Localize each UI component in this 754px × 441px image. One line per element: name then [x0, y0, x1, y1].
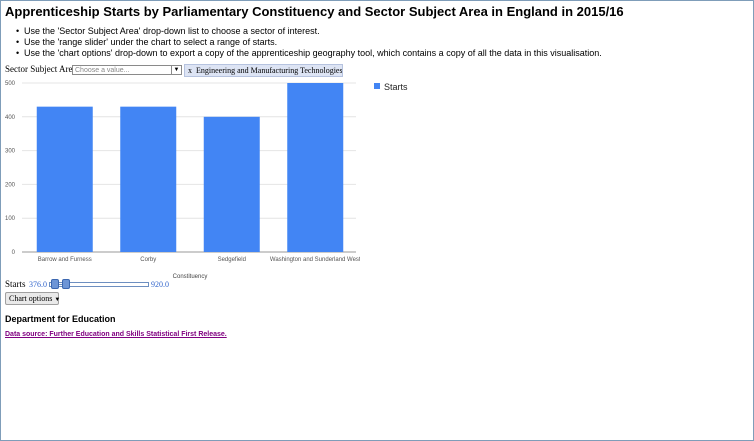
- department-name: Department for Education: [5, 314, 116, 324]
- instruction-item: Use the 'chart options' drop-down to exp…: [16, 48, 602, 59]
- data-source-link[interactable]: Data source: Further Education and Skill…: [5, 331, 227, 338]
- range-slider-track[interactable]: [49, 282, 149, 287]
- x-tick-label: Barrow and Furness: [38, 257, 92, 263]
- selected-sector-label: Engineering and Manufacturing Technologi…: [196, 66, 343, 75]
- chart-bars: [36, 83, 344, 252]
- instruction-item: Use the 'Sector Subject Area' drop-down …: [16, 26, 602, 37]
- range-max-value: 920.0: [151, 280, 169, 289]
- legend-swatch: [374, 83, 380, 89]
- y-tick-label: 500: [5, 81, 16, 87]
- chevron-down-icon[interactable]: ▼: [171, 66, 181, 74]
- sector-select-placeholder: Choose a value...: [75, 67, 130, 74]
- y-tick-label: 400: [5, 115, 16, 121]
- x-tick-label: Corby: [140, 257, 156, 263]
- instruction-list: Use the 'Sector Subject Area' drop-down …: [16, 26, 602, 59]
- sector-select-dropdown[interactable]: Choose a value... ▼: [72, 65, 182, 75]
- range-min-value: 376.0: [29, 280, 47, 289]
- bar-barrow-and-furness[interactable]: [36, 106, 93, 252]
- chart-x-ticks: Barrow and Furness Corby Sedgefield Washing…: [38, 257, 360, 263]
- x-tick-label: Washington and Sunderland West: [270, 257, 360, 263]
- chart-x-axis-label: Constituency: [173, 274, 208, 280]
- remove-chip-icon[interactable]: x: [188, 66, 192, 75]
- chart-options-button[interactable]: Chart options ▼: [5, 292, 61, 305]
- y-tick-label: 0: [12, 250, 16, 256]
- y-tick-label: 200: [5, 182, 16, 188]
- y-tick-label: 100: [5, 216, 16, 222]
- legend-label: Starts: [384, 82, 408, 92]
- instruction-item: Use the 'range slider' under the chart t…: [16, 37, 602, 48]
- range-slider-low-thumb[interactable]: [51, 279, 59, 289]
- range-slider-high-thumb[interactable]: [62, 279, 70, 289]
- range-slider-label: Starts: [5, 279, 26, 289]
- chevron-down-icon: ▼: [54, 297, 61, 303]
- bar-washington-and-sunderland-west[interactable]: [287, 83, 344, 252]
- y-tick-label: 300: [5, 149, 16, 155]
- page-title: Apprenticeship Starts by Parliamentary C…: [5, 4, 624, 19]
- sector-filter-label: Sector Subject Area: [5, 64, 77, 74]
- chart-y-ticks: 0 100 200 300 400 500: [5, 81, 16, 256]
- chart-options-label: Chart options: [9, 294, 53, 303]
- bar-chart: 0 100 200 300 400 500 Barrow and Furness Corby…: [5, 81, 360, 280]
- bar-corby[interactable]: [120, 106, 177, 252]
- selected-sector-chip[interactable]: x Engineering and Manufacturing Technolo…: [184, 64, 343, 77]
- range-slider-fill: [56, 284, 67, 285]
- x-tick-label: Sedgefield: [218, 257, 246, 263]
- bar-sedgefield[interactable]: [203, 116, 260, 252]
